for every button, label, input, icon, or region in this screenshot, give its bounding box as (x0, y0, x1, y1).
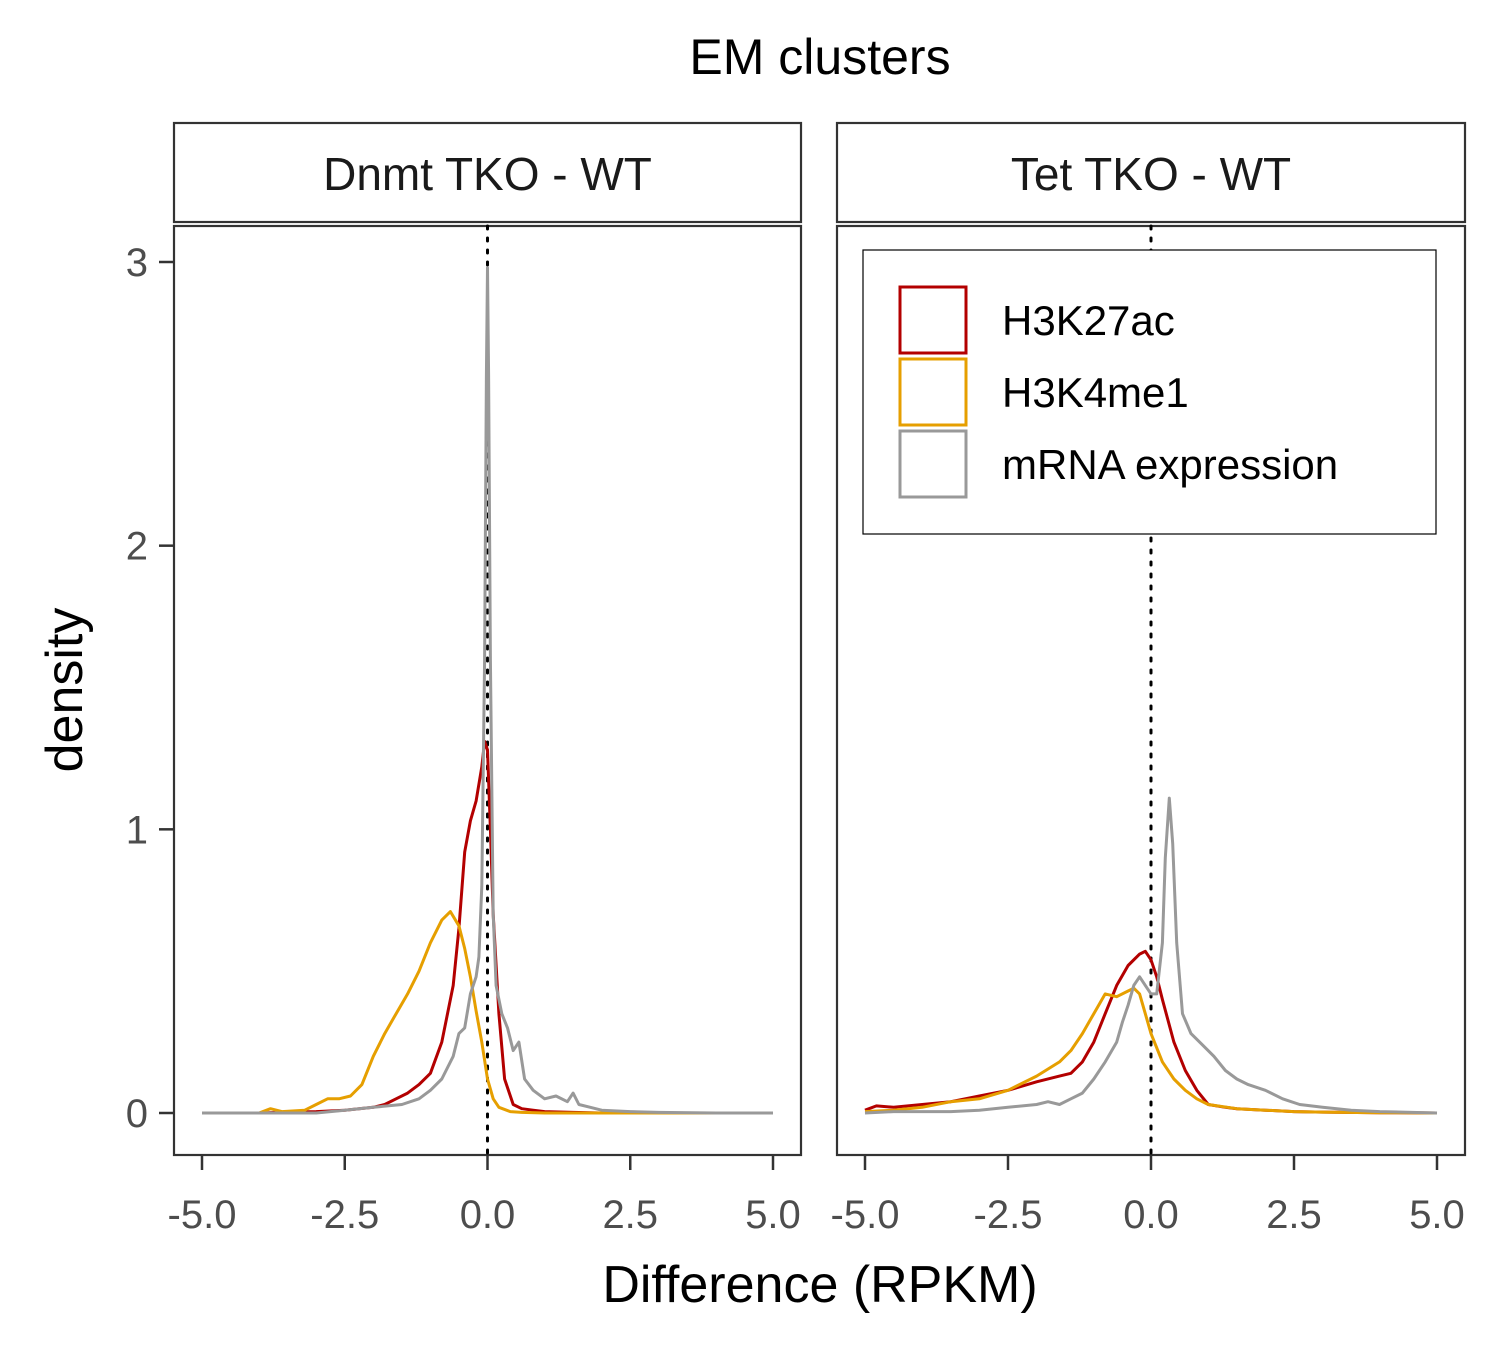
x-tick-label: 0.0 (460, 1193, 516, 1237)
legend-key (898, 285, 968, 355)
x-axis-title: Difference (RPKM) (602, 1256, 1037, 1314)
x-tick-label: 5.0 (745, 1193, 801, 1237)
facet-strip (172, 121, 803, 224)
x-tick-label: 5.0 (1409, 1193, 1465, 1237)
legend-label: H3K4me1 (1002, 369, 1189, 416)
series-line-mrna-expression (864, 796, 1438, 1115)
y-tick-label: 1 (126, 808, 148, 852)
x-tick-label: -5.0 (168, 1193, 237, 1237)
y-tick-label: 3 (126, 241, 148, 285)
x-tick-label: 2.5 (602, 1193, 658, 1237)
series-line-mrna-expression (202, 266, 773, 1115)
y-axis-title: density (36, 608, 94, 773)
facet-strip (835, 121, 1467, 224)
x-tick-label: -2.5 (310, 1193, 379, 1237)
y-tick-label: 2 (126, 525, 148, 569)
series-line-h3k4me1 (202, 910, 773, 1115)
facet-strip-label: Tet TKO - WT (1011, 148, 1291, 200)
legend-label: H3K27ac (1002, 297, 1175, 344)
facet-strip-label: Dnmt TKO - WT (323, 148, 652, 200)
chart-title: EM clusters (689, 29, 950, 85)
x-tick-label: -2.5 (974, 1193, 1043, 1237)
legend-label: mRNA expression (1002, 441, 1338, 488)
y-tick-label: 0 (126, 1092, 148, 1136)
x-tick-label: 2.5 (1266, 1193, 1322, 1237)
panel-dnmt: Dnmt TKO - WT -5.0 -2.5 0.0 2.5 5.0 0 1 2 3 (126, 121, 803, 1237)
legend-key (898, 357, 968, 427)
legend-key (898, 429, 968, 499)
x-tick-label: -5.0 (831, 1193, 900, 1237)
x-tick-label: 0.0 (1123, 1193, 1179, 1237)
legend: H3K27ac H3K4me1 mRNA expression (862, 249, 1437, 535)
